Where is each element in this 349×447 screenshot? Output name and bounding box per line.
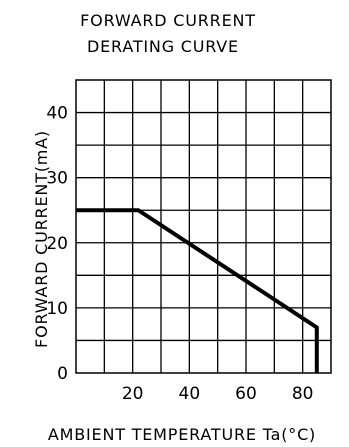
y-axis-label: FORWARD CURRENT(mA) <box>32 130 51 348</box>
x-tick-labels: 20 40 60 80 <box>122 384 314 404</box>
derating-curve-line-0 <box>76 208 319 373</box>
x-axis-label: AMBIENT TEMPERATURE Ta(°C) <box>48 425 316 444</box>
x-tick-label-60: 60 <box>235 384 257 404</box>
y-tick-labels: 0 10 20 30 40 <box>46 104 68 384</box>
x-tick-label-40: 40 <box>179 384 201 404</box>
x-tick-label-20: 20 <box>122 384 144 404</box>
x-tick-label-80: 80 <box>292 384 314 404</box>
grid <box>76 80 331 373</box>
y-tick-label-20: 20 <box>46 234 68 254</box>
y-tick-label-0: 0 <box>57 364 68 384</box>
y-tick-label-10: 10 <box>46 299 68 319</box>
series <box>76 208 319 373</box>
chart-title-line-1: FORWARD CURRENT <box>80 11 256 30</box>
y-tick-label-30: 30 <box>46 169 68 189</box>
plot-frame <box>75 79 332 374</box>
chart-title-line-2: DERATING CURVE <box>87 37 239 56</box>
y-tick-label-40: 40 <box>46 104 68 124</box>
